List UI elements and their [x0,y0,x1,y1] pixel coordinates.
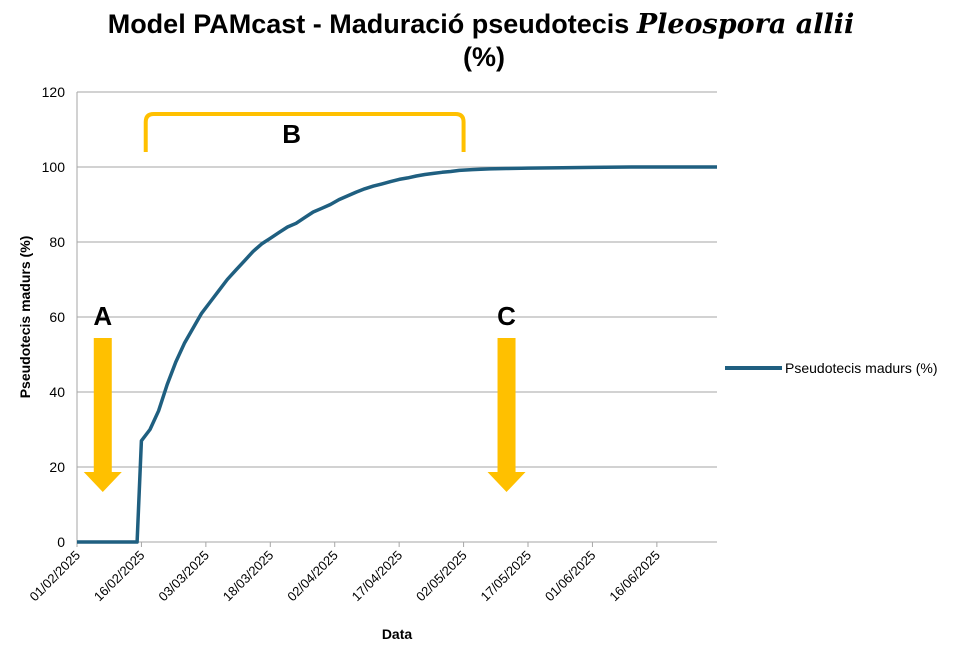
y-axis-title: Pseudotecis madurs (%) [17,236,33,399]
x-tick-label: 02/05/2025 [413,548,470,605]
x-tick-label: 16/02/2025 [91,548,148,605]
x-tick-label: 17/05/2025 [478,548,535,605]
chart-title-prefix: Model PAMcast - Maduració pseudotecis [107,9,637,39]
y-tick-label: 40 [49,384,65,400]
x-tick-label: 18/03/2025 [220,548,277,605]
bracket-b [143,112,466,152]
y-tick-label: 120 [42,84,66,100]
legend-label: Pseudotecis madurs (%) [785,360,938,376]
x-tick-label: 01/06/2025 [542,548,599,605]
x-tick-label: 03/03/2025 [155,548,212,605]
y-tick-label: 0 [57,534,65,550]
chart-title: Model PAMcast - Maduració pseudotecis Pl… [0,8,962,73]
chart-title-species: Pleospora allii [636,9,855,40]
chart-title-suffix: (%) [463,42,505,72]
annotation-label-b: B [282,119,301,149]
annotation-label-c: C [497,301,516,331]
y-tick-label: 100 [42,159,66,175]
x-tick-label: 01/02/2025 [26,548,83,605]
x-tick-label: 16/06/2025 [606,548,663,605]
series-line [77,165,717,544]
y-tick-label: 60 [49,309,65,325]
y-tick-label: 20 [49,459,65,475]
annotation-label-a: A [93,301,112,331]
x-axis-title: Data [382,626,413,642]
x-tick-label: 02/04/2025 [284,548,341,605]
arrow-a [83,338,122,492]
x-tick-label: 17/04/2025 [349,548,406,605]
y-tick-label: 80 [49,234,65,250]
arrow-c [487,338,526,492]
